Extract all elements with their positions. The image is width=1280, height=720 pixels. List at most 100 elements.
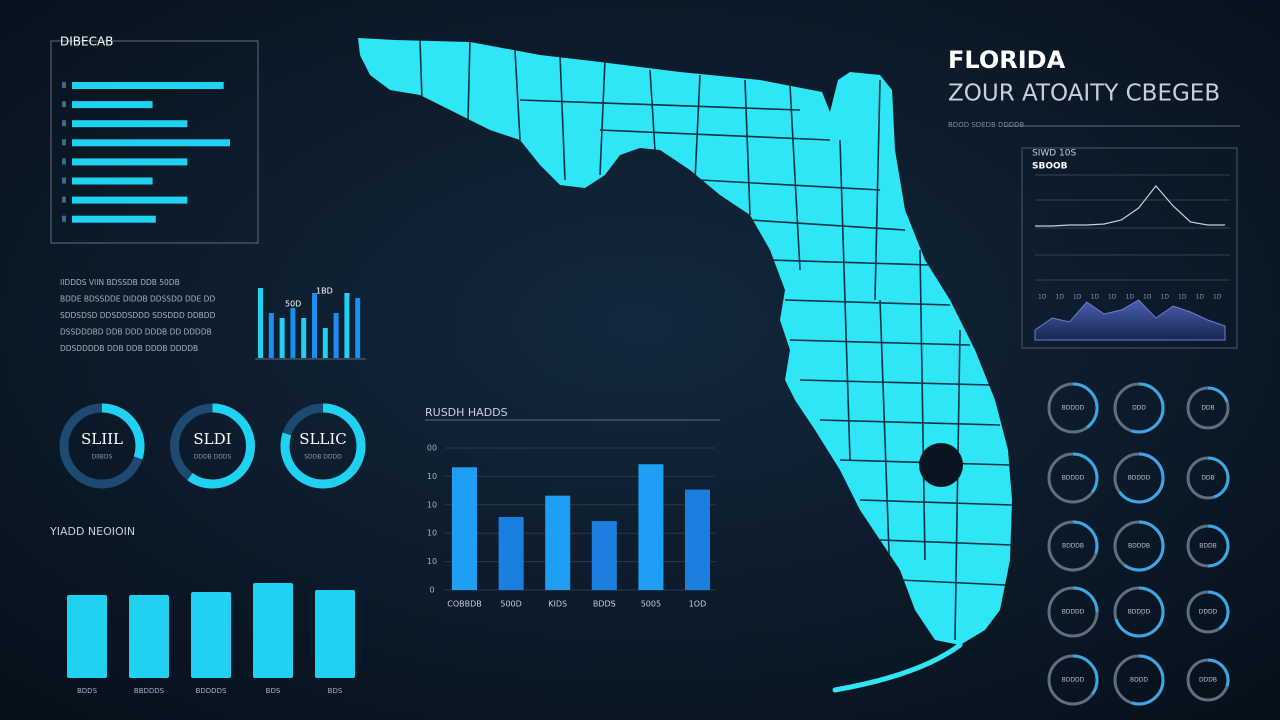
list-bar-dot [62, 120, 66, 127]
note-line: DSSDDDBD DDB DDD DDDB DD DDDDB [60, 328, 212, 337]
lake [919, 443, 963, 487]
ring-value [1113, 654, 1165, 706]
list-bar-dot [62, 196, 66, 203]
mini-bar [268, 313, 274, 358]
trend-x-label: 1D [1161, 294, 1170, 301]
county-lines [419, 39, 1012, 641]
bottom-chart-title: YIADD NEOIOIN [49, 525, 135, 538]
list-bar-dot [62, 139, 66, 146]
mini-label: 50D [285, 300, 301, 309]
bottom-category: BDDDDS [196, 687, 227, 695]
trend-x-label: 1D [1073, 294, 1082, 301]
y-tick-label: 00 [427, 444, 437, 453]
ring-value [170, 403, 255, 489]
mini-bar [312, 293, 317, 358]
list-bar [72, 177, 153, 185]
y-tick-label: 10 [427, 557, 437, 566]
trend-panel-frame [1021, 147, 1238, 349]
trend-x-label: 1D [1108, 294, 1117, 301]
ring-label: BDDB [1199, 543, 1216, 550]
list-panel-title: DIBECAB [60, 35, 113, 49]
x-tick-label: KIDS [548, 600, 567, 609]
ring-value [1113, 586, 1165, 638]
trend-x-label: 1D [1178, 294, 1187, 301]
ring-value [1113, 520, 1165, 572]
list-bar-dot [62, 82, 66, 88]
bar [638, 464, 664, 590]
ring-value [1047, 654, 1099, 706]
ring-value [1047, 452, 1099, 504]
note-line: SDDSDSD DDSDDSDDD SDSDDD DDBDD [60, 311, 216, 320]
bottom-bar [129, 595, 169, 678]
gauge-label: SLIIL [81, 430, 123, 448]
mini-bar [322, 328, 328, 358]
bottom-category: BBDDDS [134, 687, 165, 695]
list-bar [72, 120, 188, 128]
florida-map [358, 38, 1012, 693]
trend-x-label: 1D [1143, 294, 1152, 301]
ring-label: BDDDD [1062, 475, 1085, 482]
gauge-label: SLDI [193, 430, 231, 448]
center-chart-title: RUSDH HADDS [425, 406, 508, 419]
bar [685, 489, 710, 590]
ring-label: BDDDB [1062, 543, 1084, 550]
ring-value [1186, 386, 1230, 430]
ring-value [1186, 658, 1230, 702]
note-line: DDSDDDDB DDB DDB DDDB DDDDB [60, 344, 198, 353]
trend-x-label: 1D [1126, 294, 1135, 301]
trend-x-label: 1D [1213, 294, 1222, 301]
bottom-category: BDS [328, 687, 343, 695]
ring-value [1047, 586, 1099, 638]
y-tick-label: 10 [427, 472, 437, 481]
list-bar [72, 139, 230, 147]
bottom-bar [191, 592, 231, 678]
bottom-bar [67, 595, 107, 678]
ring-value [280, 403, 366, 489]
trend-subtitle: SBOOB [1032, 162, 1068, 172]
mini-bar [344, 293, 350, 358]
ring-label: DDB [1201, 405, 1214, 412]
x-tick-label: 5005 [641, 600, 661, 609]
ring-label: BDDDD [1128, 475, 1151, 482]
x-tick-label: 1OD [689, 600, 707, 609]
gauge-sub: SDDB DDDD [304, 454, 342, 461]
ring-label: BDDDD [1062, 405, 1085, 412]
list-bar [72, 215, 156, 223]
list-bar-dot [62, 177, 66, 184]
ring-value [59, 403, 145, 489]
ring-label: DDDD [1199, 609, 1218, 616]
ring-label: DDD [1132, 405, 1146, 412]
bottom-category: BDDS [77, 687, 98, 695]
ring-label: BDDDD [1062, 677, 1085, 684]
x-tick-label: COBBDB [447, 600, 482, 609]
mini-bar [290, 308, 296, 358]
note-line: BDDE BDSSDDE DIDDB DDSSDD DDE DD [60, 295, 215, 304]
note-line: IIDDDS VIIN BDSSDB DDB 50DB [60, 278, 180, 287]
gauge-label: SLLIC [299, 430, 347, 448]
ring-value [1047, 520, 1099, 572]
mini-bar [279, 318, 285, 358]
list-bar-dot [62, 215, 66, 222]
list-bar [72, 82, 224, 89]
ring-label: BDDDD [1062, 609, 1085, 616]
gauge-sub: DIIBDS [92, 454, 113, 461]
trend-x-label: 1D [1091, 294, 1100, 301]
x-tick-label: 500D [500, 600, 521, 609]
list-bar [72, 196, 188, 204]
map-subtitle: ZOUR ATOAITY CBEGEB [948, 81, 1220, 107]
trend-x-label: 1D [1196, 294, 1205, 301]
list-bar [72, 101, 153, 109]
keys [832, 642, 963, 693]
list-bar [72, 158, 188, 166]
bottom-bar [253, 583, 293, 678]
bar [452, 467, 477, 590]
list-panel-frame [50, 40, 259, 244]
ring-label: BDDDB [1128, 543, 1150, 550]
ring-value [1186, 524, 1230, 568]
ring-value [1113, 452, 1165, 504]
ring-value [1113, 382, 1165, 434]
trend-x-label: 1D [1056, 294, 1065, 301]
bar [591, 521, 617, 590]
y-tick-label: 0 [429, 586, 434, 595]
